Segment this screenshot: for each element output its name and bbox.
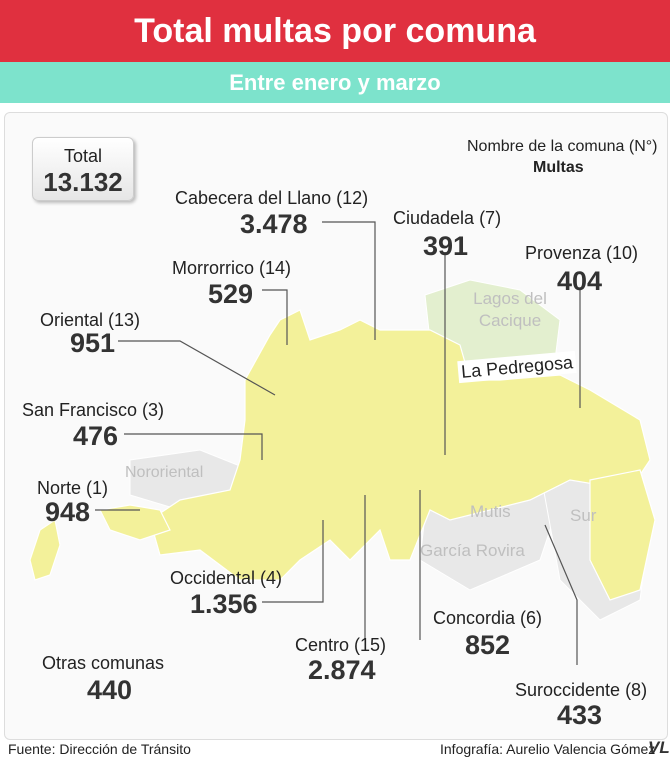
commune-value: 440 (87, 675, 133, 705)
commune-name: Morrorrico (14) (172, 258, 292, 278)
commune-value: 3.478 (240, 209, 308, 239)
logo: VL (648, 738, 670, 757)
total-label: Total (63, 146, 103, 166)
commune-value: 852 (465, 630, 511, 660)
commune-value: 404 (557, 266, 603, 296)
legend-name: Nombre de la comuna (N°) (467, 138, 658, 155)
commune-name: Norte (1) (37, 478, 109, 498)
map-label: Lagos del Cacique (473, 289, 547, 330)
map-label: García Rovira (420, 541, 525, 560)
norte-west (29, 519, 61, 581)
title: Total multas por comuna (134, 12, 536, 50)
credit: Infografía: Aurelio Valencia Gómez (440, 741, 656, 757)
south-area (589, 469, 656, 601)
commune-value: 476 (73, 421, 119, 451)
commune-name: Provenza (10) (525, 243, 639, 263)
commune-name: Cabecera del Llano (12) (175, 188, 369, 208)
footer: Fuente: Dirección de Tránsito Infografía… (0, 738, 670, 761)
total-value: 13.132 (43, 167, 123, 197)
leader-lines (95, 221, 581, 665)
commune-name: Centro (15) (295, 635, 387, 655)
commune-value: 1.356 (190, 589, 258, 619)
header-bar: Total multas por comuna (0, 0, 670, 62)
commune-value: 948 (45, 497, 91, 527)
subtitle: Entre enero y marzo (229, 70, 441, 95)
commune-name: Oriental (13) (40, 310, 141, 330)
map-label: Mutis (470, 502, 511, 521)
urban-area (149, 309, 651, 581)
commune-name: Occidental (4) (170, 568, 283, 588)
commune-value: 391 (423, 231, 469, 261)
subtitle-bar: Entre enero y marzo (0, 62, 670, 103)
commune-value: 951 (70, 328, 116, 358)
commune-name: Suroccidente (8) (515, 680, 648, 700)
commune-name: Ciudadela (7) (393, 208, 502, 228)
commune-name: San Francisco (3) (22, 400, 165, 420)
commune-value: 2.874 (308, 655, 376, 685)
map-label: Nororiental (125, 464, 204, 481)
legend-value: Multas (533, 159, 584, 176)
commune-value: 433 (557, 700, 603, 730)
commune-name: Concordia (6) (433, 608, 543, 628)
map-label: Sur (570, 506, 597, 525)
source: Fuente: Dirección de Tránsito (8, 741, 191, 757)
total-box: Total 13.132 (32, 137, 134, 201)
norte-area (99, 504, 171, 541)
commune-name: Otras comunas (42, 653, 165, 673)
commune-value: 529 (208, 279, 254, 309)
